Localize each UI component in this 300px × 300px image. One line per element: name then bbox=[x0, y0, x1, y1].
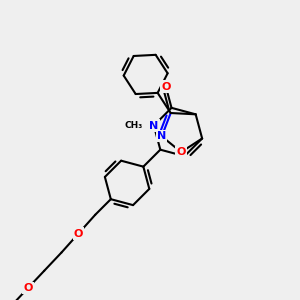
Text: O: O bbox=[74, 229, 83, 238]
Text: O: O bbox=[23, 283, 32, 293]
Text: N: N bbox=[149, 121, 158, 130]
Text: O: O bbox=[176, 147, 186, 157]
Text: N: N bbox=[157, 131, 167, 141]
Text: CH₃: CH₃ bbox=[124, 122, 142, 130]
Text: O: O bbox=[161, 82, 170, 92]
